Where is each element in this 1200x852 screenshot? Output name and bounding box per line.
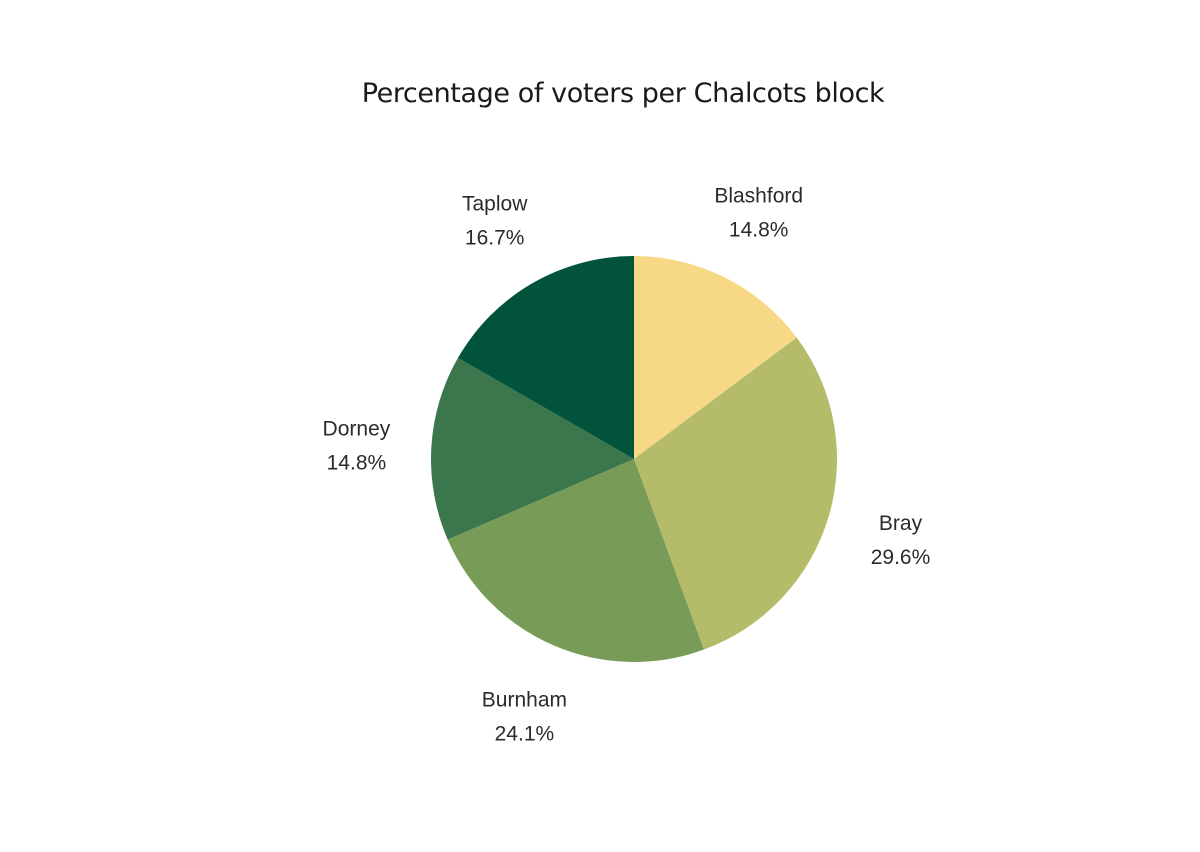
pie-slice-bray [634, 337, 837, 650]
slice-label-dorney: Dorney [323, 417, 391, 440]
pie-slices [431, 256, 837, 662]
slice-value-blashford: 14.8% [729, 219, 789, 242]
pie-slice-dorney [431, 357, 634, 540]
slice-value-bray: 29.6% [871, 546, 931, 569]
pie-slice-burnham [447, 459, 704, 662]
slice-value-burnham: 24.1% [495, 723, 555, 746]
pie-labels: Blashford 14.8% Bray 29.6% Burnham 24.1% Dorne… [323, 185, 931, 746]
slice-label-burnham: Burnham [482, 689, 567, 712]
slice-value-dorney: 14.8% [327, 451, 387, 474]
slice-label-taplow: Taplow [462, 192, 528, 215]
pie-slice-blashford [634, 256, 797, 459]
slice-label-blashford: Blashford [714, 185, 803, 208]
pie-slice-taplow [457, 256, 634, 459]
slice-label-bray: Bray [879, 512, 923, 535]
chart-title: Percentage of voters per Chalcots block [361, 78, 885, 109]
slice-value-taplow: 16.7% [465, 226, 525, 249]
